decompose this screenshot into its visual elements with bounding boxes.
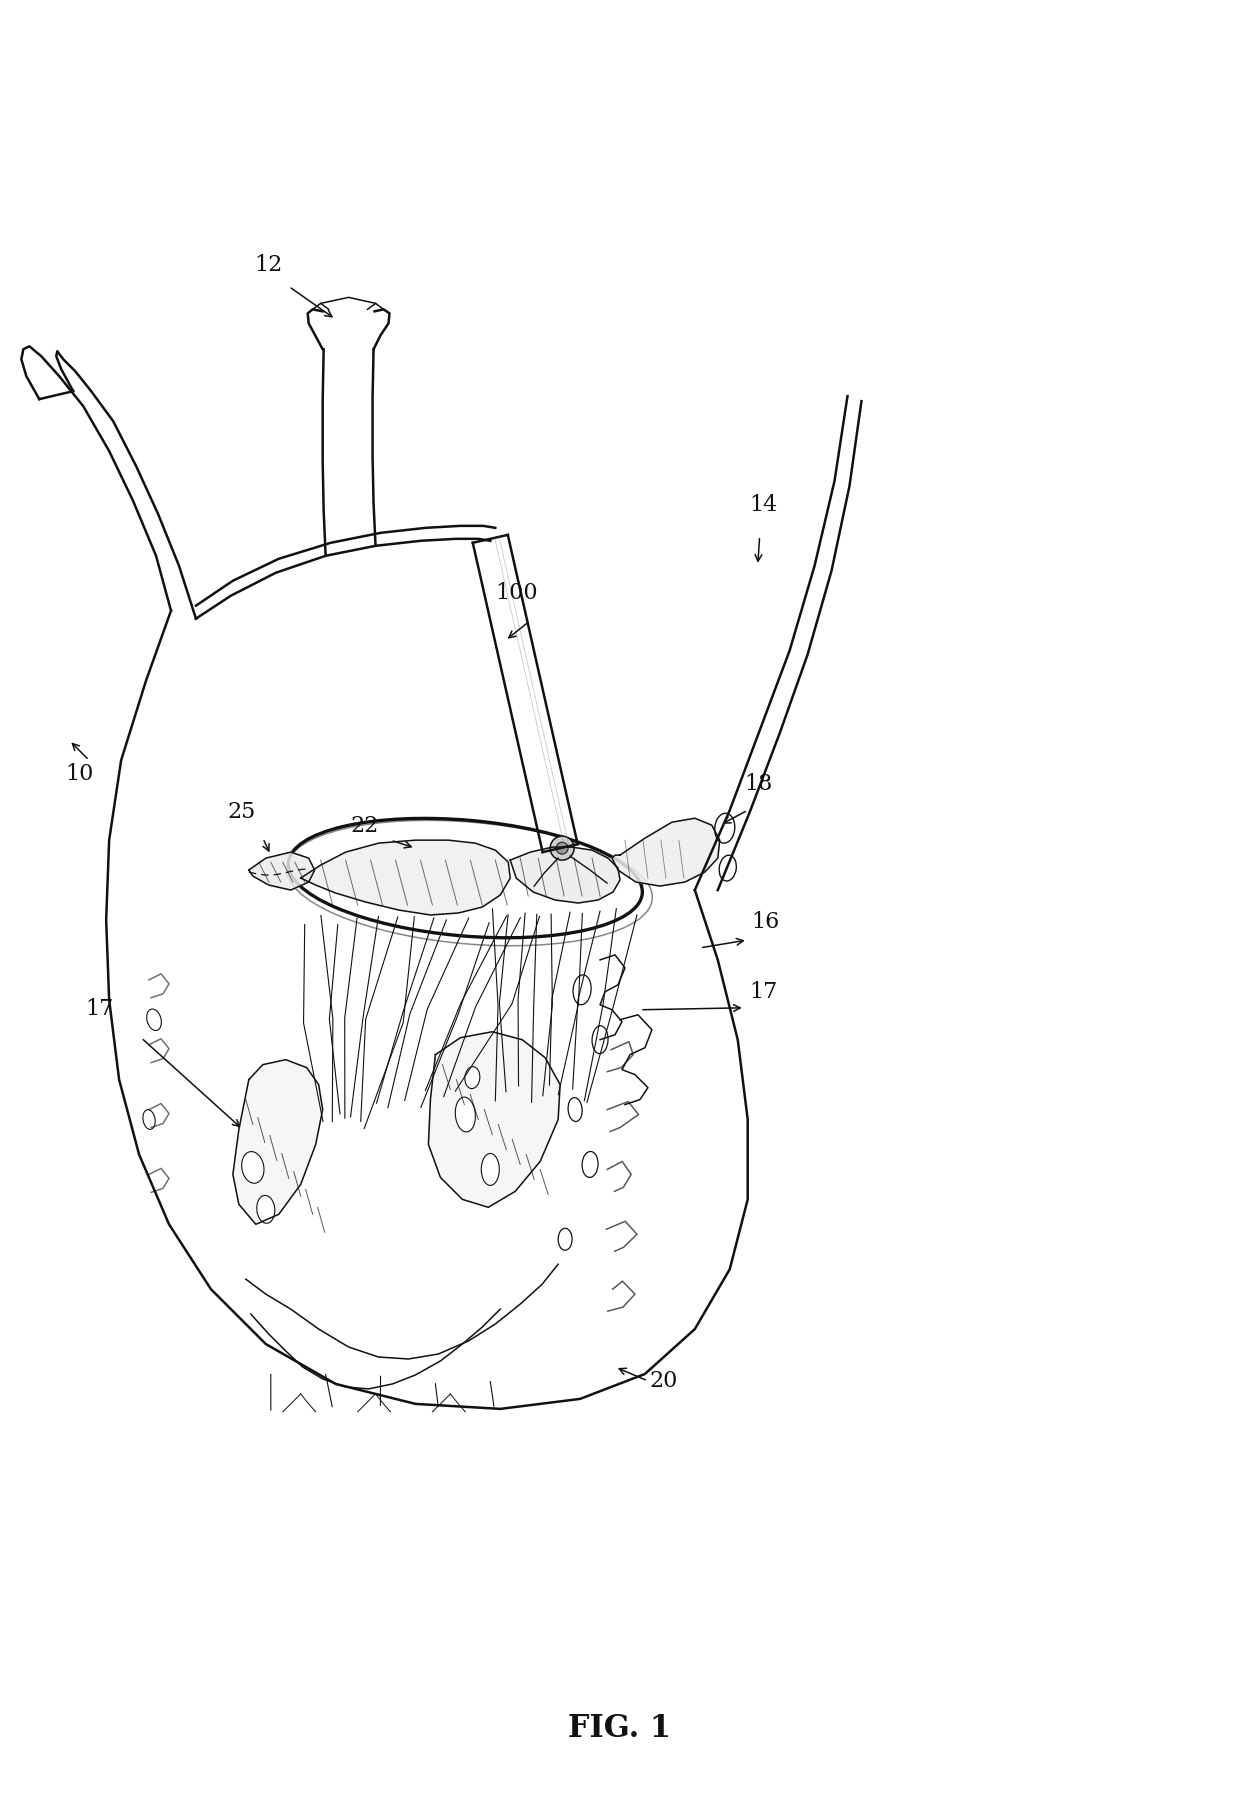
Ellipse shape <box>591 1026 608 1053</box>
Ellipse shape <box>582 1151 598 1177</box>
Ellipse shape <box>719 855 737 880</box>
Text: 14: 14 <box>750 495 777 517</box>
Ellipse shape <box>573 975 591 1004</box>
Ellipse shape <box>143 1110 155 1130</box>
Text: 16: 16 <box>751 911 780 933</box>
Polygon shape <box>613 819 719 886</box>
Ellipse shape <box>242 1151 264 1182</box>
Text: 22: 22 <box>350 815 378 837</box>
Text: 100: 100 <box>495 582 538 604</box>
Ellipse shape <box>558 1228 572 1250</box>
Text: 17: 17 <box>750 980 777 1002</box>
Ellipse shape <box>465 1066 480 1088</box>
Text: 20: 20 <box>650 1370 678 1392</box>
Text: 10: 10 <box>64 764 93 786</box>
Polygon shape <box>429 1031 560 1208</box>
Ellipse shape <box>714 813 735 844</box>
Ellipse shape <box>455 1097 475 1131</box>
Text: 18: 18 <box>745 773 773 795</box>
Ellipse shape <box>146 1010 161 1031</box>
Polygon shape <box>301 840 510 915</box>
Text: 17: 17 <box>84 999 113 1020</box>
Ellipse shape <box>257 1195 275 1222</box>
Polygon shape <box>233 1060 322 1224</box>
Text: FIG. 1: FIG. 1 <box>568 1713 672 1744</box>
Text: 25: 25 <box>228 800 255 824</box>
Circle shape <box>551 837 574 860</box>
Ellipse shape <box>481 1153 500 1186</box>
Text: 12: 12 <box>254 255 283 276</box>
Polygon shape <box>510 848 620 902</box>
Ellipse shape <box>568 1097 582 1122</box>
Circle shape <box>557 842 568 855</box>
Polygon shape <box>249 851 315 889</box>
